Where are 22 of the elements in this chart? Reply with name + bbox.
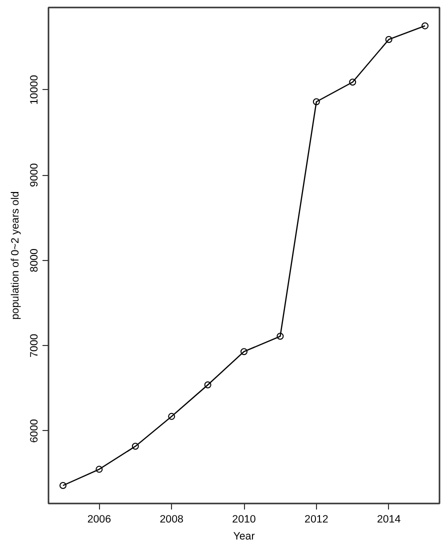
point [204,381,212,388]
point [59,482,66,489]
y-tick-label: 10000 [28,74,40,105]
x-axis-title: Year [233,530,256,542]
point [385,36,392,43]
x-tick-label: 2010 [232,514,256,526]
point [276,332,284,340]
x-tick-label: 2008 [160,514,184,526]
point [168,412,176,420]
y-tick-label: 6000 [28,419,40,443]
y-tick-label: 7000 [28,334,40,358]
point [349,78,356,86]
y-tick-label: 8000 [28,248,40,272]
point [312,98,320,106]
point [240,348,248,356]
x-tick-label: 2014 [376,514,401,526]
x-tick-label: 2006 [87,514,112,526]
x-tick-label: 2012 [304,514,328,526]
y-tick-label: 9000 [28,163,40,187]
y-axis-title: population of 0~2 years old [10,191,22,320]
point [132,442,139,450]
point [96,466,103,473]
